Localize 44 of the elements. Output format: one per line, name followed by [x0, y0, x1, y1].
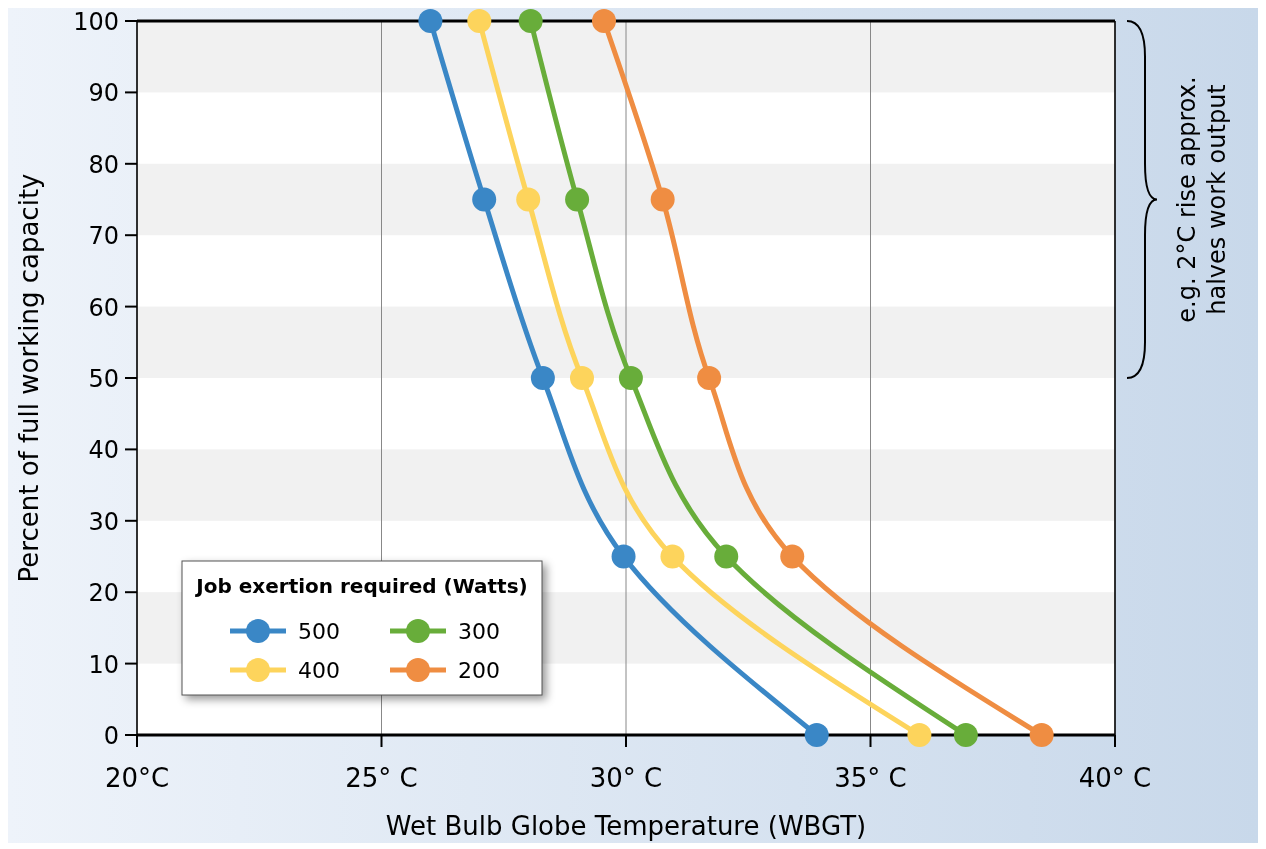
- point: [618, 366, 643, 390]
- legend-title: Job exertion required (Watts): [194, 574, 528, 598]
- point: [418, 9, 443, 33]
- y-tick-label: 0: [103, 722, 119, 750]
- legend-label: 300: [458, 619, 500, 644]
- point: [1029, 723, 1054, 747]
- y-tick-label: 50: [88, 365, 119, 393]
- point: [907, 723, 932, 747]
- x-tick-label: 20°C: [104, 763, 170, 793]
- y-tick-label: 100: [73, 8, 119, 36]
- y-tick-label: 40: [88, 436, 119, 465]
- point: [714, 544, 739, 569]
- point: [697, 366, 722, 390]
- y-axis-title: Percent of full working capacity: [14, 173, 44, 583]
- point: [953, 723, 978, 747]
- legend-label: 200: [458, 658, 500, 683]
- legend-label: 500: [298, 619, 340, 644]
- point: [611, 544, 636, 569]
- y-tick-label: 70: [88, 222, 119, 251]
- point: [516, 187, 541, 212]
- point: [650, 187, 675, 212]
- x-axis-title: Wet Bulb Globe Temperature (WBGT): [385, 811, 867, 841]
- x-tick-label: 30° C: [589, 763, 663, 793]
- y-tick-label: 20: [88, 579, 119, 608]
- point: [467, 9, 492, 33]
- point: [804, 723, 829, 747]
- y-tick-label: 10: [88, 650, 119, 679]
- point: [592, 9, 616, 33]
- point: [530, 366, 555, 390]
- point: [565, 187, 590, 212]
- point: [780, 544, 805, 569]
- y-tick-label: 30: [88, 507, 119, 536]
- point: [472, 187, 497, 212]
- x-tick-label: 25° C: [345, 763, 418, 793]
- x-tick-label: 40° C: [1078, 763, 1152, 793]
- point: [518, 9, 543, 33]
- point: [660, 544, 685, 569]
- point: [569, 366, 594, 390]
- legend-label: 400: [298, 658, 340, 683]
- text: e.g. 2°C rise approx. halves work output: [1173, 76, 1231, 323]
- y-tick-label: 80: [88, 150, 119, 179]
- y-tick-label: 60: [88, 293, 119, 322]
- x-tick-label: 35° C: [834, 763, 907, 793]
- y-tick-label: 90: [88, 79, 119, 108]
